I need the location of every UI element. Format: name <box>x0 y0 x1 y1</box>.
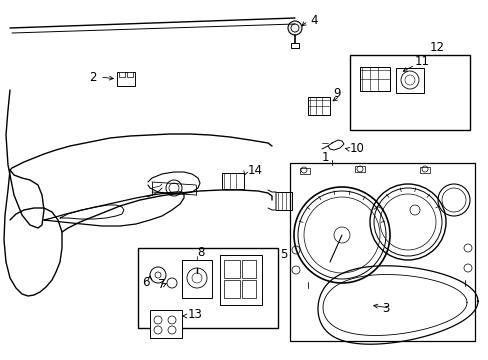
Text: 5: 5 <box>280 248 287 261</box>
Text: 3: 3 <box>381 302 388 315</box>
Bar <box>242 280 256 298</box>
Bar <box>419 167 429 173</box>
Text: 2: 2 <box>89 71 96 84</box>
Text: 10: 10 <box>349 141 364 154</box>
Bar <box>307 97 329 115</box>
Bar <box>150 310 182 338</box>
Text: 1: 1 <box>321 150 329 163</box>
Bar <box>359 67 389 91</box>
Text: 6: 6 <box>142 275 149 288</box>
Bar <box>395 68 423 93</box>
Bar <box>289 163 474 341</box>
Bar <box>349 55 469 130</box>
Text: 8: 8 <box>197 247 204 260</box>
Bar <box>119 72 125 77</box>
Bar <box>224 280 240 298</box>
Bar <box>220 255 262 305</box>
Bar <box>182 260 212 298</box>
Text: 12: 12 <box>429 41 444 54</box>
Bar <box>117 72 135 86</box>
Text: 9: 9 <box>332 86 340 99</box>
Bar <box>354 166 364 172</box>
Bar <box>224 260 240 278</box>
Bar <box>242 260 256 278</box>
Bar <box>127 72 133 77</box>
Bar <box>299 168 309 174</box>
Text: 7: 7 <box>158 279 165 292</box>
Text: 11: 11 <box>414 54 429 68</box>
Bar <box>222 173 244 189</box>
Text: 13: 13 <box>187 309 203 321</box>
Text: 14: 14 <box>247 163 263 176</box>
Text: 4: 4 <box>309 14 317 27</box>
Circle shape <box>287 21 302 35</box>
Bar <box>138 248 278 328</box>
Bar <box>290 43 298 48</box>
